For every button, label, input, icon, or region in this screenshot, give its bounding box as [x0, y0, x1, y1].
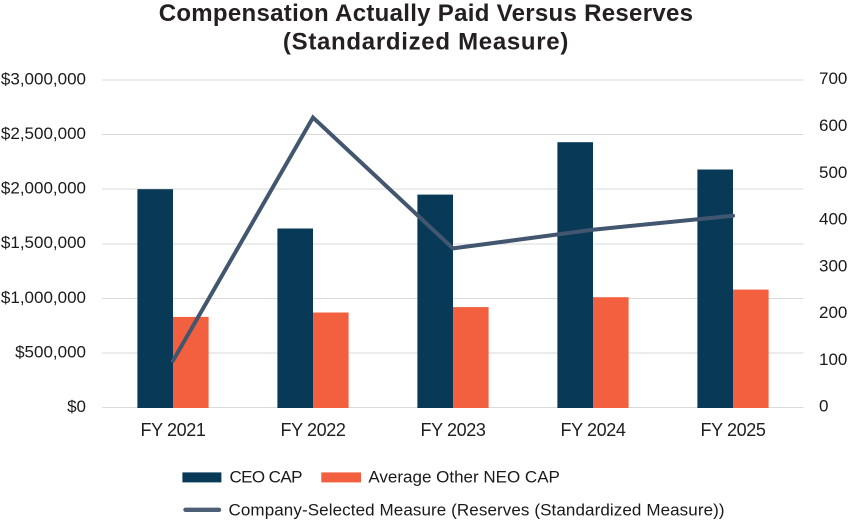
svg-text:$1,500,000: $1,500,000	[1, 233, 86, 252]
svg-text:400: 400	[819, 210, 847, 229]
svg-text:$2,500,000: $2,500,000	[1, 124, 86, 143]
svg-text:Company-Selected Measure (Rese: Company-Selected Measure (Reserves (Stan…	[229, 501, 725, 520]
svg-text:100: 100	[819, 350, 847, 369]
svg-text:$1,000,000: $1,000,000	[1, 288, 86, 307]
svg-text:(Standardized Measure): (Standardized Measure)	[283, 29, 569, 56]
svg-text:500: 500	[819, 163, 847, 182]
svg-text:Average Other NEO CAP: Average Other NEO CAP	[368, 467, 560, 486]
svg-text:CEO CAP: CEO CAP	[230, 467, 303, 486]
svg-text:$3,000,000: $3,000,000	[1, 70, 86, 89]
svg-text:FY 2024: FY 2024	[561, 420, 626, 440]
svg-text:FY 2021: FY 2021	[141, 420, 206, 440]
svg-text:600: 600	[819, 116, 847, 135]
svg-text:$2,000,000: $2,000,000	[1, 179, 86, 198]
svg-text:0: 0	[819, 397, 828, 416]
svg-text:FY 2025: FY 2025	[701, 420, 766, 440]
svg-text:$0: $0	[67, 397, 86, 416]
svg-text:FY 2022: FY 2022	[281, 420, 346, 440]
svg-text:700: 700	[819, 69, 847, 88]
svg-text:200: 200	[819, 303, 847, 322]
svg-text:Compensation Actually Paid Ver: Compensation Actually Paid Versus Reserv…	[159, 0, 694, 27]
svg-text:FY 2023: FY 2023	[421, 420, 486, 440]
svg-text:$500,000: $500,000	[15, 342, 86, 361]
svg-text:300: 300	[819, 256, 847, 275]
